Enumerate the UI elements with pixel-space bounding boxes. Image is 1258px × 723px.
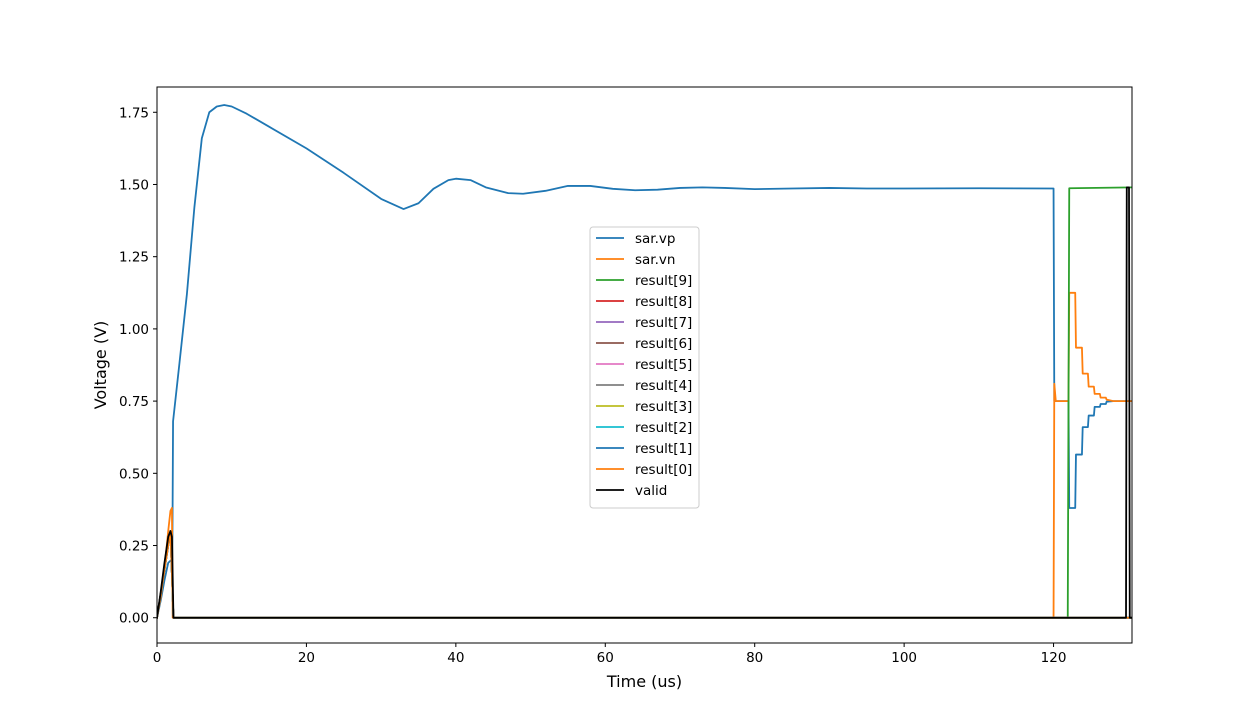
x-tick-label: 0 xyxy=(153,650,162,666)
legend-box xyxy=(589,226,700,509)
y-axis-label: Voltage (V) xyxy=(91,321,110,410)
x-axis-label: Time (us) xyxy=(606,672,682,691)
x-tick-label: 100 xyxy=(891,650,917,666)
legend-label: result[8] xyxy=(635,294,692,310)
legend-label: result[7] xyxy=(635,315,692,331)
legend-label: sar.vn xyxy=(635,252,675,268)
y-axis: 0.00 0.25 0.50 0.75 1.00 1.25 1.50 1.75 xyxy=(119,105,157,627)
series-layer xyxy=(157,104,1132,619)
y-tick-label: 1.00 xyxy=(119,322,149,338)
legend-label: result[1] xyxy=(635,441,692,457)
y-tick-label: 1.25 xyxy=(119,250,149,266)
x-axis: 0 20 40 60 80 100 120 xyxy=(153,643,1067,666)
y-tick-label: 0.50 xyxy=(119,466,149,482)
legend-label: sar.vp xyxy=(635,231,675,247)
y-tick-label: 1.75 xyxy=(119,105,149,121)
x-tick-label: 60 xyxy=(597,650,614,666)
series-line-sar-vn xyxy=(157,291,1132,619)
legend-label: valid xyxy=(635,483,667,499)
legend-label: result[4] xyxy=(635,378,692,394)
x-tick-label: 80 xyxy=(746,650,763,666)
legend-label: result[5] xyxy=(635,357,692,373)
series-line-valid xyxy=(157,186,1132,619)
y-tick-label: 0.25 xyxy=(119,539,149,555)
legend-label: result[0] xyxy=(635,462,692,478)
legend-label: result[6] xyxy=(635,336,692,352)
legend-label: result[3] xyxy=(635,399,692,415)
x-tick-label: 40 xyxy=(447,650,464,666)
y-tick-label: 1.50 xyxy=(119,177,149,193)
legend-label: result[9] xyxy=(635,273,692,289)
x-tick-label: 120 xyxy=(1041,650,1067,666)
y-tick-label: 0.75 xyxy=(119,394,149,410)
series-line-sar-vp xyxy=(157,104,1132,619)
legend-label: result[2] xyxy=(635,420,692,436)
plot-frame xyxy=(156,86,1133,644)
legend: sar.vp sar.vn result[9] result[8] result[7] r… xyxy=(589,226,700,509)
y-tick-label: 0.00 xyxy=(119,611,149,627)
x-tick-label: 20 xyxy=(298,650,315,666)
